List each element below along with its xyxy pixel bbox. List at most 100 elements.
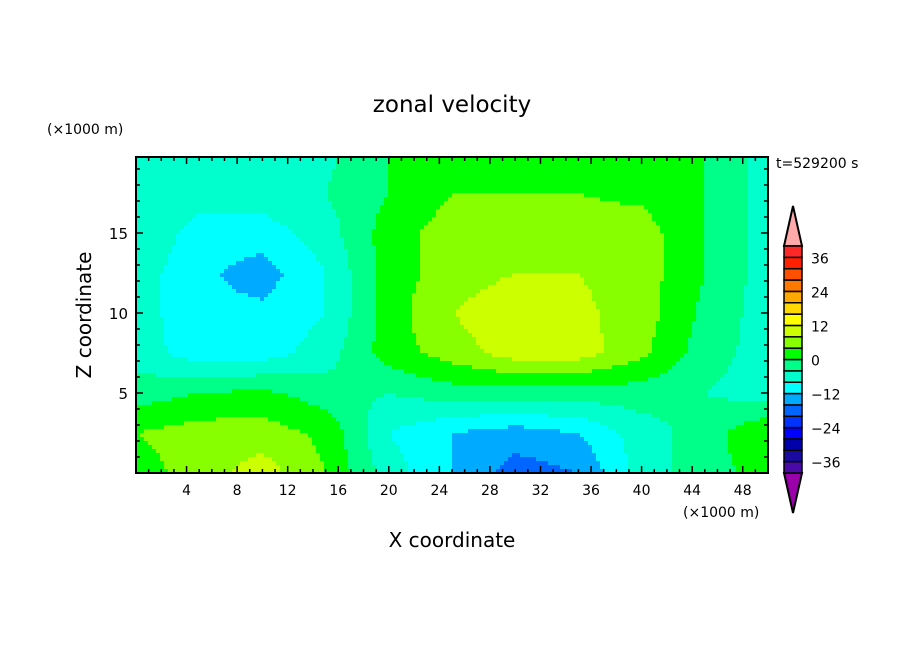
contour-cell: [392, 261, 397, 266]
contour-cell: [344, 249, 349, 254]
contour-cell: [144, 185, 149, 190]
contour-cell: [472, 193, 477, 198]
contour-cell: [148, 169, 153, 174]
contour-cell: [180, 281, 185, 286]
contour-cell: [308, 221, 313, 226]
contour-cell: [672, 229, 677, 234]
contour-cell: [532, 189, 537, 194]
contour-cell: [420, 245, 425, 250]
contour-cell: [476, 209, 481, 214]
contour-cell: [744, 193, 749, 198]
contour-cell: [392, 169, 397, 174]
contour-cell: [272, 249, 277, 254]
contour-cell: [176, 273, 181, 278]
contour-cell: [428, 185, 433, 190]
contour-cell: [676, 205, 681, 210]
contour-cell: [456, 217, 461, 222]
contour-cell: [296, 185, 301, 190]
contour-cell: [540, 233, 545, 238]
contour-cell: [512, 221, 517, 226]
contour-cell: [436, 185, 441, 190]
contour-cell: [140, 281, 145, 286]
contour-cell: [228, 169, 233, 174]
contour-cell: [276, 209, 281, 214]
contour-cell: [196, 273, 201, 278]
contour-cell: [312, 205, 317, 210]
contour-cell: [284, 177, 289, 182]
contour-cell: [764, 165, 769, 170]
contour-cell: [572, 185, 577, 190]
contour-cell: [284, 201, 289, 206]
contour-cell: [164, 265, 169, 270]
contour-cell: [204, 177, 209, 182]
contour-cell: [332, 193, 337, 198]
contour-cell: [752, 269, 757, 274]
contour-cell: [572, 221, 577, 226]
contour-cell: [736, 189, 741, 194]
contour-cell: [148, 157, 153, 162]
contour-cell: [680, 237, 685, 242]
contour-cell: [236, 277, 241, 282]
contour-cell: [260, 165, 265, 170]
contour-cell: [244, 281, 249, 286]
contour-cell: [344, 185, 349, 190]
contour-cell: [764, 169, 769, 174]
contour-cell: [232, 257, 237, 262]
contour-cell: [472, 185, 477, 190]
contour-cell: [368, 217, 373, 222]
contour-cell: [200, 241, 205, 246]
contour-cell: [240, 205, 245, 210]
contour-cell: [192, 269, 197, 274]
contour-cell: [288, 185, 293, 190]
contour-cell: [476, 269, 481, 274]
contour-cell: [528, 261, 533, 266]
contour-cell: [304, 249, 309, 254]
contour-cell: [384, 169, 389, 174]
contour-cell: [476, 161, 481, 166]
contour-cell: [208, 197, 213, 202]
contour-cell: [140, 229, 145, 234]
contour-cell: [448, 189, 453, 194]
contour-cell: [400, 233, 405, 238]
contour-cell: [428, 269, 433, 274]
contour-cell: [600, 217, 605, 222]
contour-cell: [276, 217, 281, 222]
contour-cell: [388, 277, 393, 282]
contour-cell: [456, 281, 461, 286]
contour-cell: [748, 209, 753, 214]
contour-cell: [724, 249, 729, 254]
contour-cell: [540, 257, 545, 262]
contour-cell: [344, 257, 349, 262]
contour-cell: [324, 237, 329, 242]
contour-cell: [448, 197, 453, 202]
contour-cell: [628, 157, 633, 162]
contour-cell: [732, 197, 737, 202]
contour-cell: [400, 249, 405, 254]
contour-cell: [704, 229, 709, 234]
contour-cell: [688, 165, 693, 170]
contour-cell: [744, 245, 749, 250]
contour-cell: [428, 213, 433, 218]
contour-cell: [264, 225, 269, 230]
contour-cell: [584, 249, 589, 254]
contour-cell: [452, 229, 457, 234]
contour-cell: [352, 265, 357, 270]
contour-cell: [268, 181, 273, 186]
contour-cell: [332, 177, 337, 182]
contour-cell: [196, 189, 201, 194]
contour-cell: [396, 173, 401, 178]
contour-cell: [436, 205, 441, 210]
contour-cell: [516, 157, 521, 162]
contour-cell: [400, 257, 405, 262]
contour-cell: [232, 189, 237, 194]
contour-cell: [228, 277, 233, 282]
contour-cell: [176, 185, 181, 190]
contour-cell: [424, 185, 429, 190]
contour-cell: [332, 201, 337, 206]
contour-cell: [520, 249, 525, 254]
contour-cell: [340, 193, 345, 198]
contour-cell: [348, 237, 353, 242]
contour-cell: [340, 269, 345, 274]
contour-cell: [648, 189, 653, 194]
contour-cell: [380, 221, 385, 226]
